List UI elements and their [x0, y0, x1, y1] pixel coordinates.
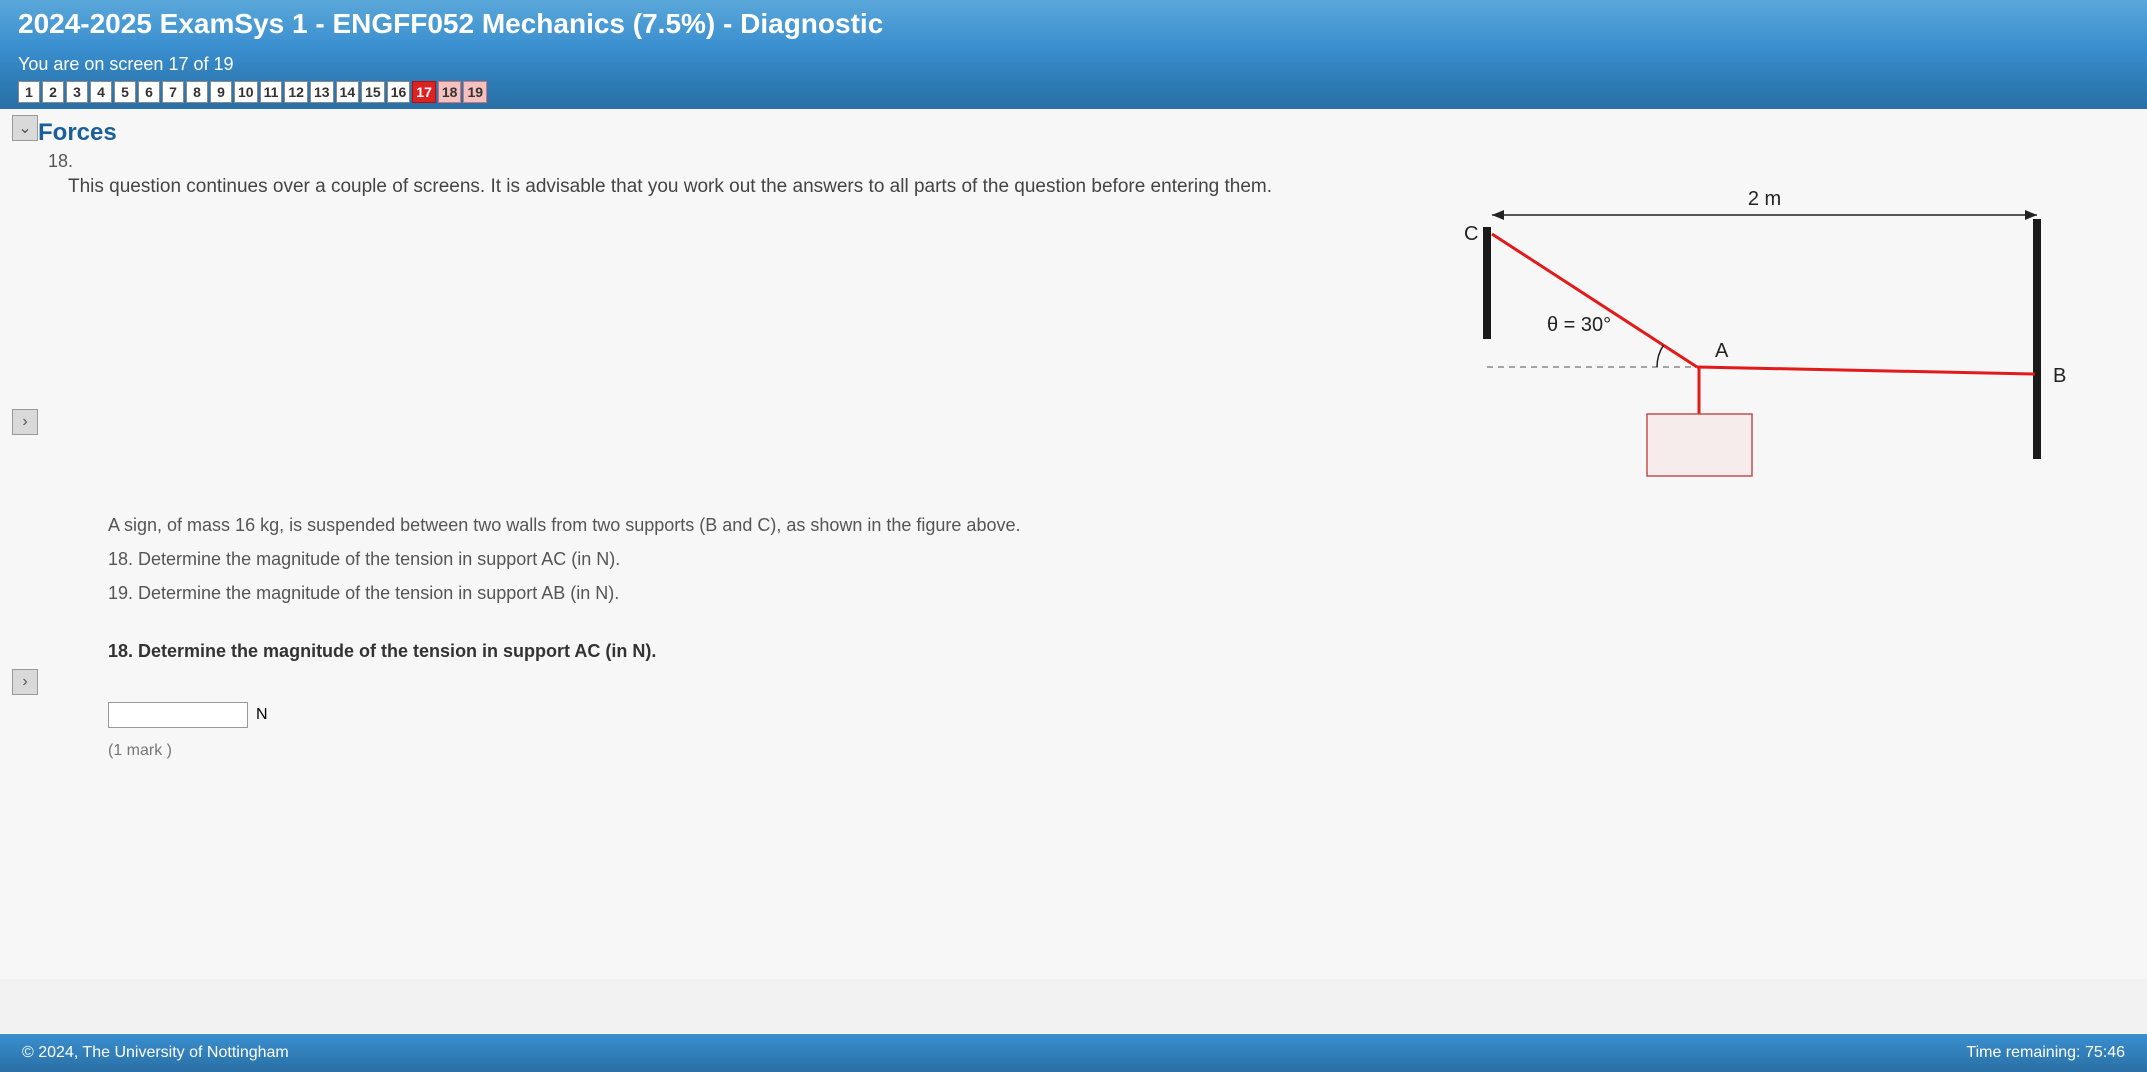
answer-row: N [108, 702, 2119, 728]
time-label: Time remaining: [1966, 1044, 2080, 1061]
time-remaining: Time remaining: 75:46 [1966, 1044, 2125, 1062]
svg-text:2 m: 2 m [1748, 188, 1781, 210]
screen-position-bar: You are on screen 17 of 19 [0, 48, 2147, 79]
question-part-18: 18. Determine the magnitude of the tensi… [108, 542, 2119, 576]
nav-question-13[interactable]: 13 [310, 81, 334, 103]
answer-unit: N [256, 706, 268, 724]
section-title: Forces [38, 119, 2119, 147]
collapse-toggle-lower[interactable]: › [12, 669, 38, 695]
svg-text:B: B [2053, 365, 2066, 387]
nav-question-6[interactable]: 6 [138, 81, 160, 103]
nav-question-17[interactable]: 17 [412, 81, 436, 103]
marks-label: (1 mark ) [108, 742, 2119, 760]
nav-question-9[interactable]: 9 [210, 81, 232, 103]
nav-question-4[interactable]: 4 [90, 81, 112, 103]
question-part-19: 19. Determine the magnitude of the tensi… [108, 576, 2119, 610]
mechanics-diagram-svg: 2 m C A Bθ = 30° [1437, 179, 2087, 499]
question-nav: 12345678910111213141516171819 [0, 79, 2147, 109]
nav-question-19[interactable]: 19 [463, 81, 487, 103]
screen-position-text: You are on screen 17 of 19 [18, 54, 234, 74]
nav-question-10[interactable]: 10 [234, 81, 258, 103]
answer-input[interactable] [108, 702, 248, 728]
nav-question-11[interactable]: 11 [260, 81, 283, 103]
collapse-toggle-mid[interactable]: › [12, 409, 38, 435]
chevron-right-icon: › [22, 673, 27, 691]
time-value: 75:46 [2085, 1044, 2125, 1061]
nav-question-5[interactable]: 5 [114, 81, 136, 103]
nav-question-8[interactable]: 8 [186, 81, 208, 103]
svg-text:θ = 30°: θ = 30° [1547, 314, 1611, 336]
nav-question-15[interactable]: 15 [361, 81, 385, 103]
nav-question-7[interactable]: 7 [162, 81, 184, 103]
chevron-down-icon: ⌄ [18, 118, 31, 138]
collapse-toggle-top[interactable]: ⌄ [12, 115, 38, 141]
footer-bar: © 2024, The University of Nottingham Tim… [0, 1034, 2147, 1072]
page-title: 2024-2025 ExamSys 1 - ENGFF052 Mechanics… [18, 8, 883, 39]
svg-text:A: A [1715, 340, 1729, 362]
question-body: A sign, of mass 16 kg, is suspended betw… [108, 508, 2119, 611]
question-number: 18. [48, 151, 2119, 172]
diagram: 2 m C A Bθ = 30° [1437, 179, 2087, 499]
svg-text:C: C [1464, 223, 1478, 245]
nav-question-18[interactable]: 18 [438, 81, 462, 103]
nav-question-2[interactable]: 2 [42, 81, 64, 103]
page-title-bar: 2024-2025 ExamSys 1 - ENGFF052 Mechanics… [0, 0, 2147, 48]
copyright-text: © 2024, The University of Nottingham [22, 1044, 289, 1062]
content-area: ⌄ › › Forces 18. This question continues… [0, 109, 2147, 979]
exam-page: 2024-2025 ExamSys 1 - ENGFF052 Mechanics… [0, 0, 2147, 1072]
nav-question-1[interactable]: 1 [18, 81, 40, 103]
chevron-right-icon: › [22, 413, 27, 431]
nav-question-16[interactable]: 16 [387, 81, 411, 103]
question-intro: A sign, of mass 16 kg, is suspended betw… [108, 508, 2119, 542]
question-prompt: 18. Determine the magnitude of the tensi… [108, 641, 2119, 662]
nav-question-14[interactable]: 14 [336, 81, 360, 103]
nav-question-3[interactable]: 3 [66, 81, 88, 103]
nav-question-12[interactable]: 12 [284, 81, 308, 103]
